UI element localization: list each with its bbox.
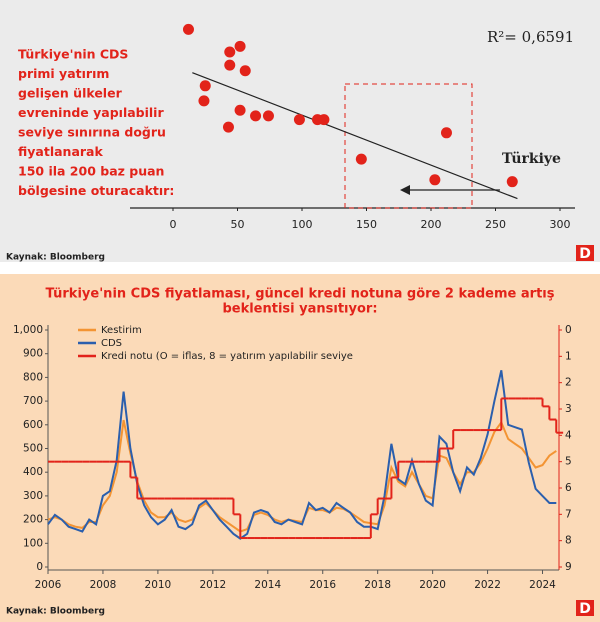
source: Kaynak: Bloomberg — [6, 607, 105, 617]
y-tick-label: 0 — [36, 561, 43, 573]
y-tick-label: 900 — [23, 348, 43, 360]
point — [440, 127, 452, 139]
x-tick-label: 2008 — [90, 579, 117, 591]
annotation: seviye sınırına doğru — [18, 125, 166, 140]
annotation: 150 ila 200 baz puan — [18, 164, 164, 179]
series-line — [47, 370, 557, 540]
panel-bottom — [0, 274, 600, 622]
x-tick-label: 2010 — [145, 579, 172, 591]
x-tick-label: 2018 — [364, 579, 391, 591]
point — [199, 80, 211, 92]
y-tick-label: 800 — [23, 371, 43, 383]
point — [234, 40, 246, 52]
y-tick-label: 1,000 — [13, 324, 43, 336]
point — [224, 59, 236, 71]
chart-title: beklentisi yansıtıyor: — [222, 302, 377, 317]
y2-tick-label: 4 — [565, 429, 572, 441]
y2-tick-label: 5 — [565, 456, 572, 468]
point — [293, 114, 305, 126]
x-tick-label: 2006 — [35, 579, 62, 591]
logo-box — [576, 600, 594, 616]
point — [234, 104, 246, 116]
chart-title: Türkiye'nin CDS fiyatlaması, güncel kred… — [46, 287, 555, 302]
y2-tick-label: 6 — [565, 482, 572, 494]
logo-box — [576, 245, 594, 261]
y2-tick-label: 2 — [565, 377, 572, 389]
x-tick-label: 2014 — [254, 579, 281, 591]
x-tick-label: 100 — [292, 218, 313, 231]
y2-tick-label: 3 — [565, 403, 572, 415]
x-tick-label: 2016 — [309, 579, 336, 591]
point — [262, 110, 274, 122]
logo: D — [579, 246, 591, 262]
x-tick-label: 300 — [550, 218, 571, 231]
highlight-box — [344, 83, 473, 209]
annotation: fiyatlanarak — [18, 144, 103, 159]
annotation: primi yatırım — [18, 66, 109, 81]
legend-label: Kredi notu (O = iflas, 8 = yatırım yapıl… — [101, 351, 353, 362]
y-tick-label: 300 — [23, 490, 43, 502]
x-tick-label: 0 — [170, 218, 177, 231]
x-tick-label: 250 — [485, 218, 506, 231]
r-squared: R²= 0,6591 — [487, 28, 574, 46]
annotation: evreninde yapılabilir — [18, 105, 164, 120]
trendline — [192, 72, 518, 200]
x-tick-label: 50 — [231, 218, 245, 231]
point — [224, 46, 236, 58]
y2-tick-label: 8 — [565, 535, 572, 547]
annotation: gelişen ülkeler — [18, 86, 123, 101]
annotation: bölgesine oturacaktır: — [18, 183, 174, 198]
panel-top — [0, 0, 600, 262]
annotation: Türkiye'nin CDS — [18, 47, 128, 62]
x-tick-label: 2022 — [474, 579, 501, 591]
x-tick-label: 200 — [421, 218, 442, 231]
y-tick-label: 700 — [23, 395, 43, 407]
x-tick-label: 2024 — [529, 579, 556, 591]
y2-tick-label: 9 — [565, 561, 572, 573]
arrow-head — [400, 185, 410, 195]
point — [318, 114, 330, 126]
point-label: Türkiye — [502, 151, 561, 167]
logo: D — [579, 601, 591, 617]
source: Kaynak: Bloomberg — [6, 253, 105, 263]
y2-tick-label: 0 — [565, 324, 572, 336]
point — [250, 110, 262, 122]
point — [239, 65, 251, 77]
point — [222, 121, 234, 133]
x-tick-label: 2020 — [419, 579, 446, 591]
y-tick-label: 500 — [23, 443, 43, 455]
legend-label: Kestirim — [101, 325, 142, 336]
point — [355, 153, 367, 165]
point — [198, 95, 210, 107]
x-tick-label: 150 — [356, 218, 377, 231]
point — [429, 174, 441, 186]
legend-label: CDS — [101, 338, 122, 349]
y-tick-label: 400 — [23, 466, 43, 478]
y-tick-label: 200 — [23, 514, 43, 526]
y2-tick-label: 1 — [565, 350, 572, 362]
y-tick-label: 100 — [23, 537, 43, 549]
point — [182, 23, 194, 35]
point — [506, 176, 518, 188]
x-tick-label: 2012 — [199, 579, 226, 591]
y2-tick-label: 7 — [565, 508, 572, 520]
y-tick-label: 600 — [23, 419, 43, 431]
